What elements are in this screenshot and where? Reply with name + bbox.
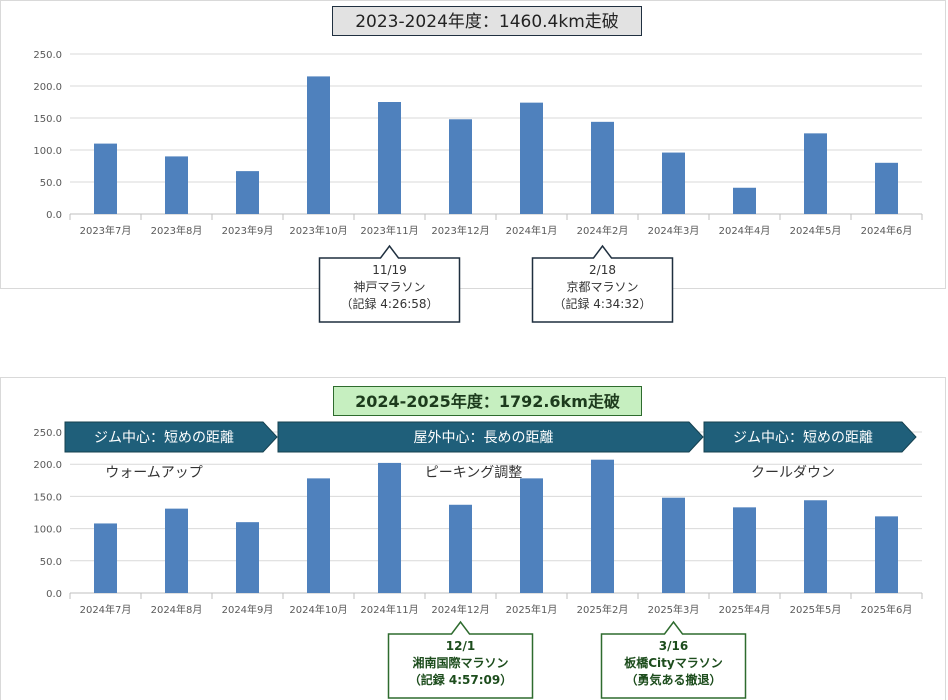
- phase-sublabel: ピーキング調整: [425, 465, 523, 481]
- x-tick-label: 2023年11月: [360, 224, 418, 237]
- y-tick-label: 0.0: [46, 589, 62, 600]
- x-tick-label: 2024年1月: [506, 224, 558, 237]
- y-tick-label: 200.0: [33, 460, 62, 471]
- bar: [520, 478, 543, 593]
- chart-title-2024-2025: 2024-2025年度：1792.6km走破: [333, 386, 642, 416]
- y-tick-label: 100.0: [33, 525, 62, 536]
- callout-text: 京都マラソン: [566, 280, 638, 294]
- x-tick-label: 2025年5月: [790, 603, 842, 616]
- bar: [875, 516, 898, 593]
- x-tick-label: 2023年8月: [151, 224, 203, 237]
- x-tick-label: 2024年10月: [289, 603, 347, 616]
- x-tick-label: 2025年6月: [861, 603, 913, 616]
- callout-text: 神戸マラソン: [353, 280, 425, 294]
- chart-2023-2024: 0.0 50.0 100.0 150.0 200.0 250.0 2023年7月 2023年8…: [33, 50, 923, 323]
- callout-text: 3/16: [659, 639, 688, 653]
- x-tick-label: 2025年4月: [719, 603, 771, 616]
- bar: [449, 119, 472, 214]
- y-tick-label: 250.0: [33, 428, 62, 439]
- callout-box: [387, 620, 534, 699]
- bar: [733, 187, 756, 214]
- bar: [449, 504, 472, 593]
- bar: [307, 76, 330, 215]
- callout-text: 湘南国際マラソン: [412, 655, 508, 670]
- y-tick-label: 50.0: [40, 557, 62, 568]
- chart-title-2023-2024: 2023-2024年度：1460.4km走破: [332, 6, 642, 36]
- callout-box: [318, 244, 461, 323]
- x-tick-label: 2025年1月: [506, 603, 558, 616]
- x-tick-label: 2024年7月: [80, 603, 132, 616]
- bar: [591, 121, 614, 214]
- x-tick-label: 2024年3月: [648, 224, 700, 237]
- callout-text: （勇気ある撤退）: [625, 672, 721, 687]
- bar: [307, 478, 330, 593]
- callout-box: [600, 620, 747, 699]
- callout-text: 11/19: [372, 263, 407, 277]
- bar: [804, 500, 827, 593]
- bar: [236, 171, 259, 214]
- bar: [165, 156, 188, 214]
- bar: [662, 497, 685, 593]
- x-tick-label: 2023年12月: [431, 224, 489, 237]
- bar: [804, 133, 827, 214]
- y-tick-label: 150.0: [33, 492, 62, 503]
- x-tick-label: 2024年5月: [790, 224, 842, 237]
- callout-text: 2/18: [589, 263, 616, 277]
- callout-text: 板橋Cityマラソン: [624, 655, 722, 670]
- x-tick-label: 2023年7月: [80, 224, 132, 237]
- phase-arrow: [703, 421, 917, 453]
- callout-box: [531, 244, 674, 323]
- bar: [662, 152, 685, 214]
- y-tick-label: 200.0: [33, 82, 62, 93]
- x-tick-label: 2025年2月: [577, 603, 629, 616]
- bar: [378, 462, 401, 593]
- y-tick-label: 250.0: [33, 50, 62, 61]
- chart-frame-2023: [0, 0, 946, 289]
- phase-sublabel: クールダウン: [751, 465, 835, 481]
- callout-text: （記録 4:34:32）: [553, 296, 651, 311]
- y-tick-label: 50.0: [40, 178, 62, 189]
- callout-text: （記録 4:26:58）: [340, 296, 438, 311]
- x-tick-label: 2024年11月: [360, 603, 418, 616]
- y-tick-label: 0.0: [46, 210, 62, 221]
- x-tick-label: 2024年6月: [861, 224, 913, 237]
- phase-arrow: [277, 421, 704, 453]
- bar: [165, 508, 188, 593]
- bar: [591, 459, 614, 593]
- bar: [733, 507, 756, 593]
- x-tick-label: 2023年10月: [289, 224, 347, 237]
- phase-label: ジム中心：短めの距離: [94, 429, 234, 446]
- bar: [875, 162, 898, 214]
- phase-sublabel: ウォームアップ: [105, 465, 203, 481]
- x-tick-label: 2023年9月: [222, 224, 274, 237]
- bar: [520, 102, 543, 214]
- phase-label: 屋外中心：長めの距離: [414, 429, 554, 446]
- y-tick-label: 100.0: [33, 146, 62, 157]
- callout-text: （記録 4:57:09）: [409, 672, 513, 687]
- phase-arrow: [64, 421, 278, 453]
- y-tick-label: 150.0: [33, 114, 62, 125]
- phase-label: ジム中心：短めの距離: [733, 429, 873, 446]
- bar: [94, 143, 117, 214]
- bar: [94, 523, 117, 593]
- x-tick-label: 2024年12月: [431, 603, 489, 616]
- x-tick-label: 2024年4月: [719, 224, 771, 237]
- bar: [236, 522, 259, 593]
- bar: [378, 102, 401, 214]
- x-tick-label: 2024年8月: [151, 603, 203, 616]
- x-tick-label: 2024年2月: [577, 224, 629, 237]
- x-tick-label: 2025年3月: [648, 603, 700, 616]
- callout-text: 12/1: [446, 639, 475, 653]
- x-tick-label: 2024年9月: [222, 603, 274, 616]
